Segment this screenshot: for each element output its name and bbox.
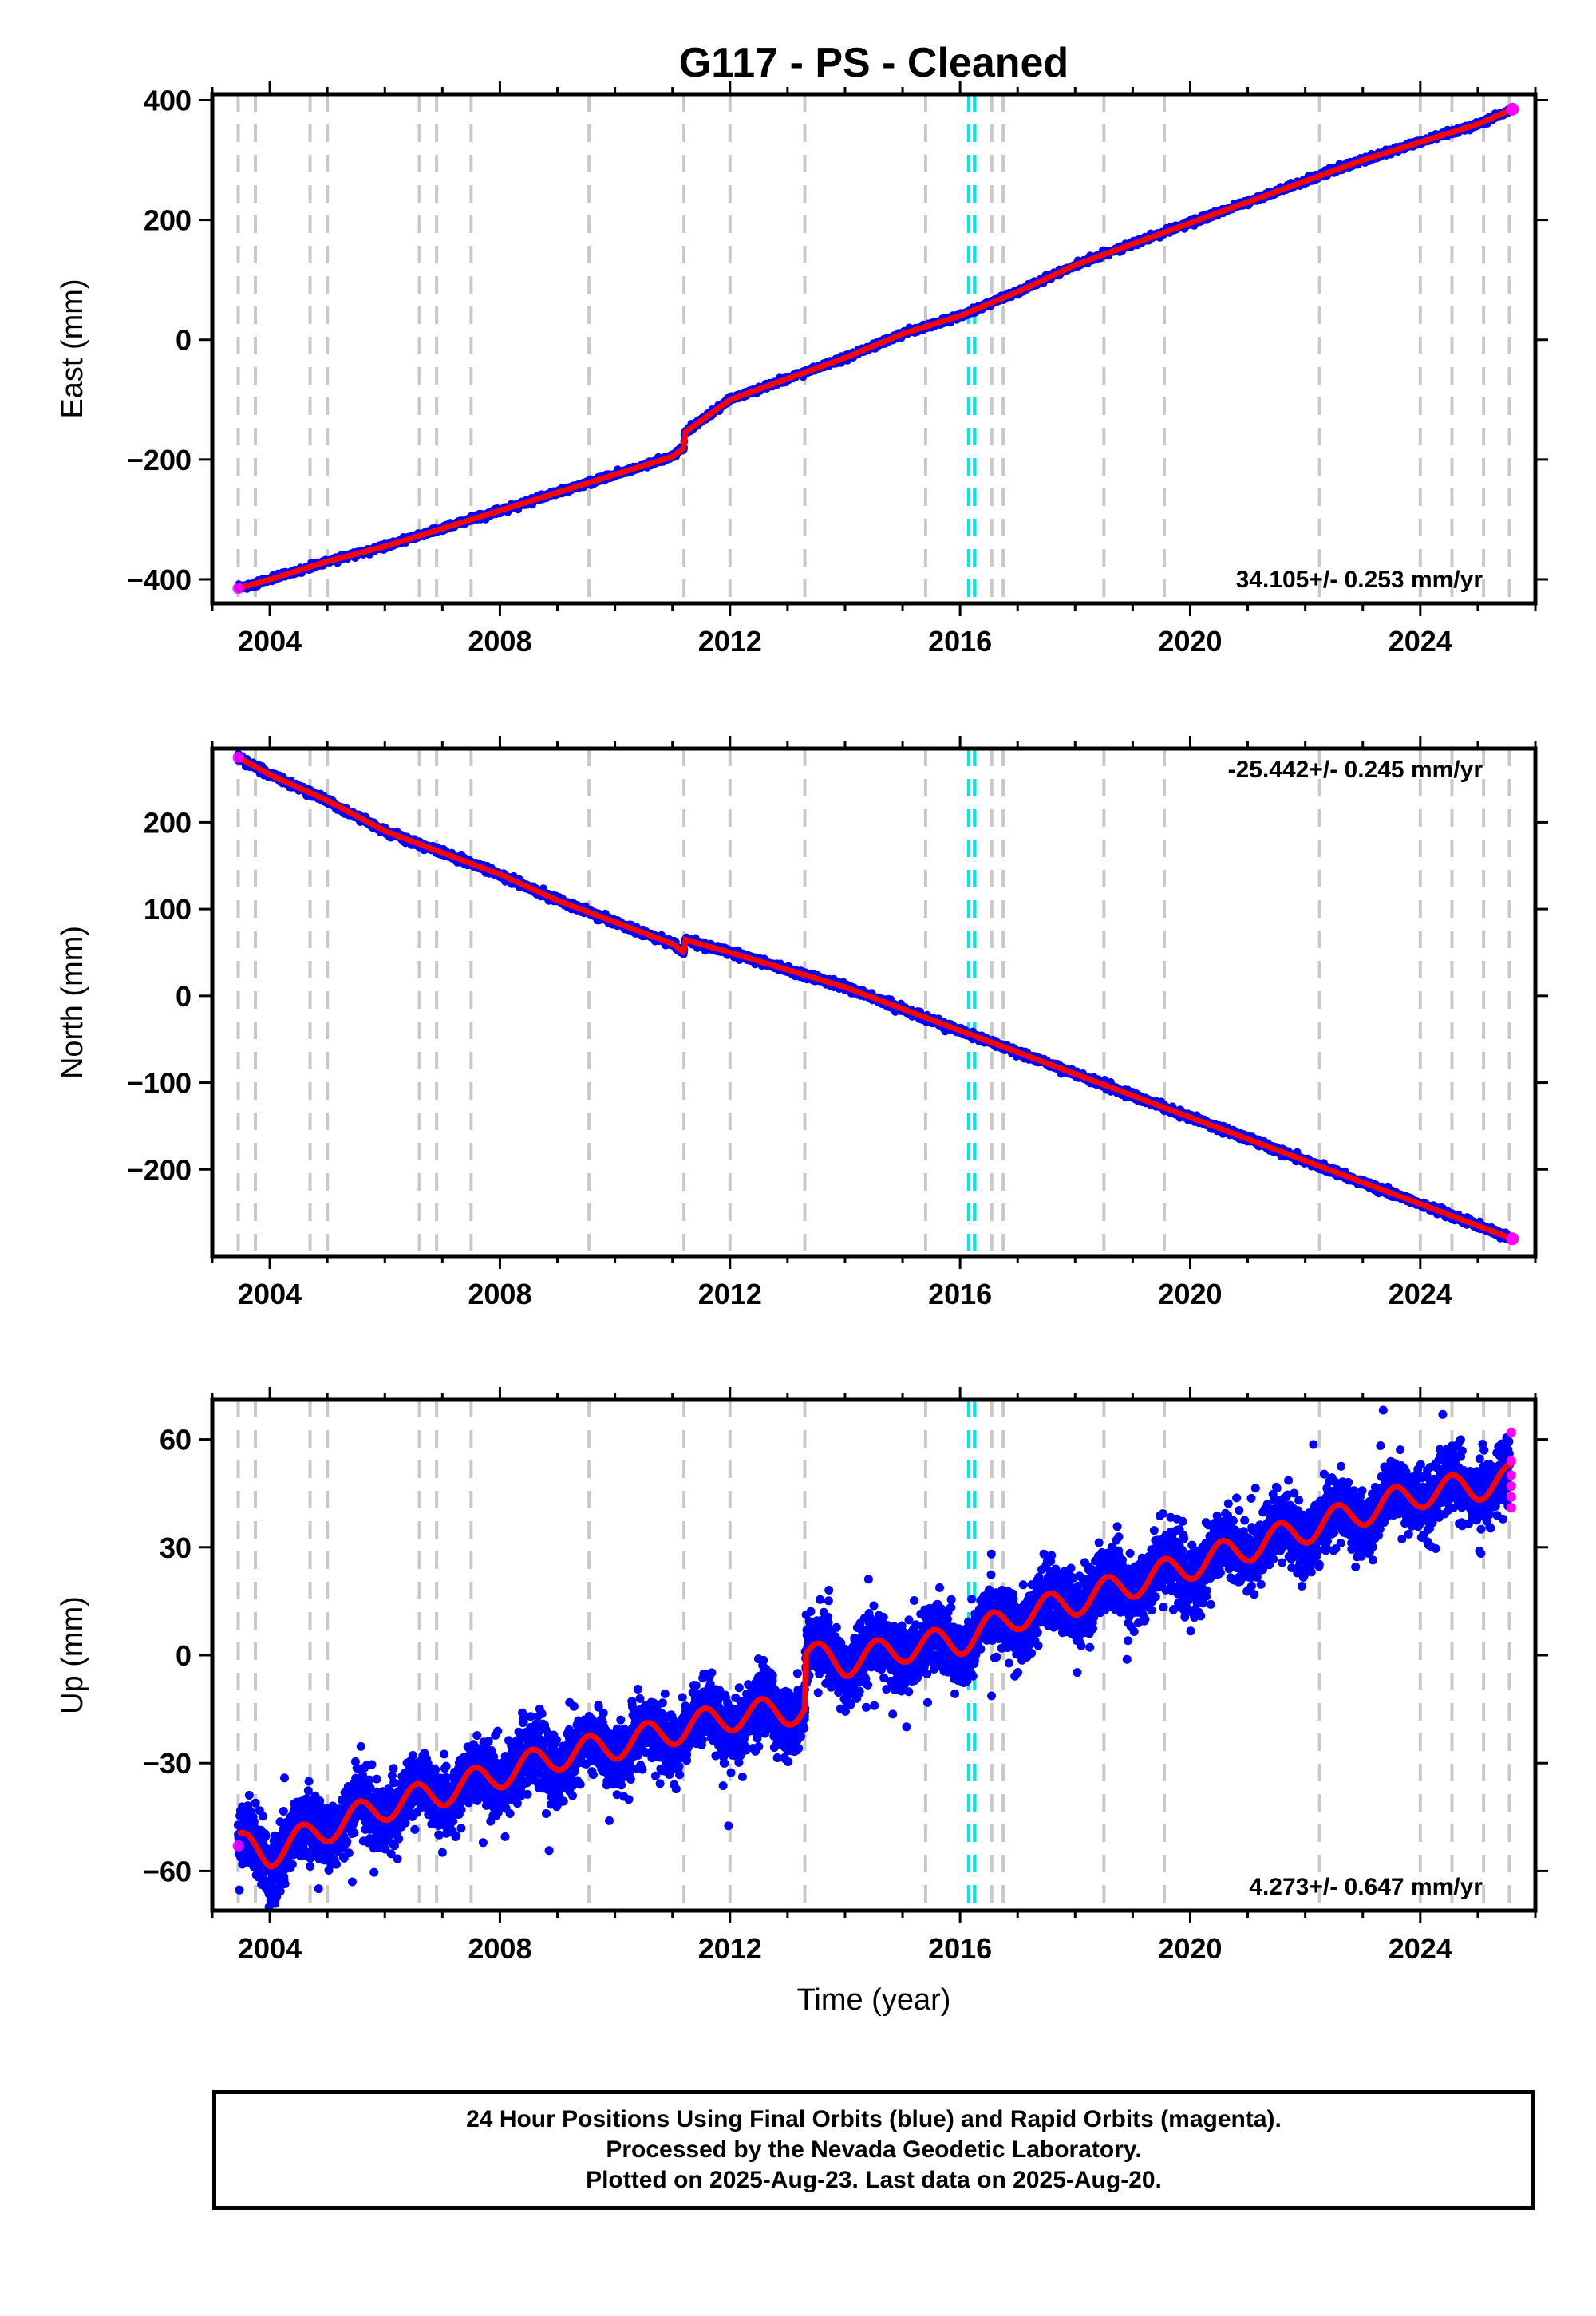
figure-title: G117 - PS - Cleaned bbox=[679, 40, 1069, 86]
plot-area bbox=[232, 749, 1519, 1256]
y-tick-label: 400 bbox=[144, 85, 192, 117]
panel-north: 2004 2008 2012 2016 2020 2024−200−1000100200N… bbox=[56, 736, 1548, 1310]
rapid-orbit-point bbox=[1506, 102, 1519, 116]
x-tick-label: 2020 bbox=[1158, 625, 1222, 658]
panel-east: 2004 2008 2012 2016 2020 2024 −400 −200 0 200 400 E… bbox=[56, 81, 1548, 658]
x-tick-label: 2016 bbox=[928, 625, 992, 658]
x-tick-label: 2004 bbox=[238, 625, 302, 658]
gps-timeseries-figure: G117 - PS - Cleaned 2004 2008 2012 2016 2020… bbox=[56, 40, 1548, 2017]
y-tick-label: −200 bbox=[127, 444, 192, 476]
y-axis-label: East (mm) bbox=[56, 279, 89, 418]
rapid-orbit-points bbox=[1506, 102, 1519, 116]
y-tick-label: −400 bbox=[127, 563, 192, 596]
final-orbit-points bbox=[234, 105, 1514, 593]
x-tick-label: 2012 bbox=[698, 625, 762, 658]
y-tick-label: 0 bbox=[176, 324, 192, 357]
start-point bbox=[232, 583, 244, 595]
plot-area bbox=[232, 94, 1519, 603]
x-tick-label: 2008 bbox=[468, 625, 531, 658]
x-tick-label: 2024 bbox=[1389, 625, 1452, 658]
velocity-label: 34.105+/- 0.253 mm/yr bbox=[1236, 567, 1483, 593]
panels: 2004 2008 2012 2016 2020 2024 −400 −200 0 200 400 E… bbox=[56, 81, 1548, 2017]
y-tick-label: 200 bbox=[144, 204, 192, 237]
